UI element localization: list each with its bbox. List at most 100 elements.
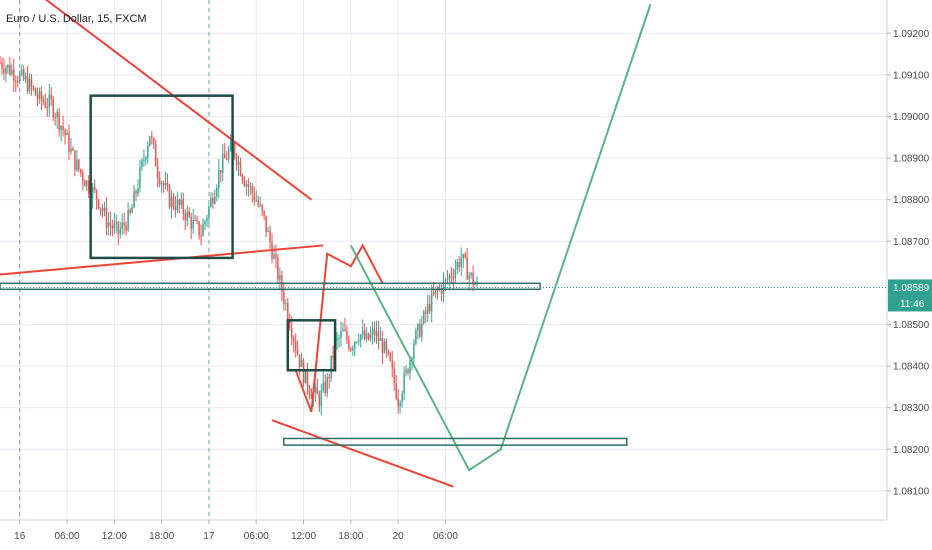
candle[interactable] — [97, 198, 100, 210]
candle[interactable] — [0, 55, 1, 64]
candle[interactable] — [245, 180, 248, 196]
candle[interactable] — [32, 85, 35, 92]
candle[interactable] — [379, 326, 382, 342]
candle[interactable] — [375, 320, 378, 344]
candle[interactable] — [133, 185, 135, 208]
candle[interactable] — [241, 173, 244, 184]
candle[interactable] — [13, 58, 15, 92]
candle[interactable] — [263, 210, 265, 221]
candle[interactable] — [147, 141, 149, 164]
price-zone[interactable] — [0, 282, 541, 291]
candle[interactable] — [20, 64, 23, 77]
candle[interactable] — [113, 212, 116, 235]
candle[interactable] — [74, 150, 76, 177]
candle[interactable] — [367, 332, 370, 341]
candle[interactable] — [310, 388, 313, 400]
candle[interactable] — [289, 313, 291, 331]
candle[interactable] — [214, 189, 216, 205]
candle[interactable] — [344, 317, 346, 332]
candle[interactable] — [318, 390, 321, 413]
candle[interactable] — [273, 245, 275, 260]
candle[interactable] — [381, 330, 384, 365]
candle[interactable] — [314, 383, 317, 403]
candle[interactable] — [348, 335, 350, 352]
candle[interactable] — [210, 192, 212, 208]
candle[interactable] — [184, 209, 187, 231]
candle[interactable] — [296, 340, 299, 356]
candle[interactable] — [105, 197, 108, 236]
candle[interactable] — [141, 158, 143, 172]
candle[interactable] — [338, 334, 340, 348]
candle[interactable] — [434, 289, 437, 299]
candle[interactable] — [52, 95, 54, 122]
candle[interactable] — [239, 157, 242, 177]
candle[interactable] — [340, 321, 342, 347]
candle[interactable] — [255, 190, 257, 203]
candle[interactable] — [354, 340, 356, 357]
candle[interactable] — [174, 195, 177, 218]
candle[interactable] — [3, 58, 5, 80]
candle[interactable] — [196, 215, 198, 225]
candle[interactable] — [54, 112, 56, 126]
candle[interactable] — [365, 327, 368, 342]
candle[interactable] — [363, 323, 366, 341]
candle[interactable] — [121, 213, 123, 236]
candle[interactable] — [415, 327, 417, 346]
candle[interactable] — [186, 205, 189, 227]
candle[interactable] — [399, 400, 401, 414]
candle[interactable] — [361, 319, 364, 340]
candle[interactable] — [393, 361, 395, 392]
candle[interactable] — [253, 186, 256, 206]
candle[interactable] — [389, 351, 392, 362]
consolidation-box[interactable] — [89, 94, 234, 260]
candle[interactable] — [285, 299, 287, 311]
candle[interactable] — [229, 133, 232, 152]
candle[interactable] — [369, 326, 372, 342]
candle[interactable] — [332, 345, 334, 370]
consolidation-box[interactable] — [286, 319, 337, 372]
candle[interactable] — [24, 72, 27, 84]
candle[interactable] — [247, 177, 250, 197]
candle[interactable] — [251, 183, 254, 203]
candle[interactable] — [330, 355, 332, 382]
candle[interactable] — [460, 247, 462, 276]
candle[interactable] — [371, 321, 374, 345]
candle[interactable] — [425, 306, 427, 324]
candle[interactable] — [277, 254, 279, 285]
candle[interactable] — [243, 176, 246, 188]
candle[interactable] — [267, 227, 269, 233]
candle[interactable] — [172, 192, 175, 211]
candle[interactable] — [223, 143, 226, 159]
candle[interactable] — [426, 294, 429, 322]
candle[interactable] — [168, 184, 171, 209]
candle[interactable] — [151, 130, 153, 145]
candle[interactable] — [152, 136, 155, 150]
candle[interactable] — [117, 220, 120, 246]
candle[interactable] — [70, 138, 72, 155]
candle[interactable] — [468, 271, 470, 291]
candle[interactable] — [470, 271, 472, 279]
candle[interactable] — [82, 169, 84, 191]
candle[interactable] — [160, 180, 163, 193]
candle[interactable] — [450, 267, 453, 284]
candle[interactable] — [306, 362, 309, 395]
candle[interactable] — [137, 179, 139, 197]
candle[interactable] — [200, 224, 202, 246]
candle[interactable] — [198, 220, 200, 240]
candle[interactable] — [320, 383, 323, 416]
candle[interactable] — [292, 335, 295, 353]
candle[interactable] — [40, 86, 43, 111]
candle[interactable] — [322, 371, 325, 394]
candle[interactable] — [9, 57, 11, 77]
candle[interactable] — [109, 211, 112, 236]
candle[interactable] — [44, 93, 47, 109]
drawings[interactable] — [0, 0, 887, 488]
candle[interactable] — [125, 221, 127, 236]
candle[interactable] — [436, 285, 439, 300]
candle[interactable] — [164, 171, 167, 190]
candle[interactable] — [182, 192, 185, 221]
candle[interactable] — [127, 202, 129, 233]
projection-path-red[interactable] — [294, 243, 384, 413]
candle[interactable] — [162, 180, 165, 193]
